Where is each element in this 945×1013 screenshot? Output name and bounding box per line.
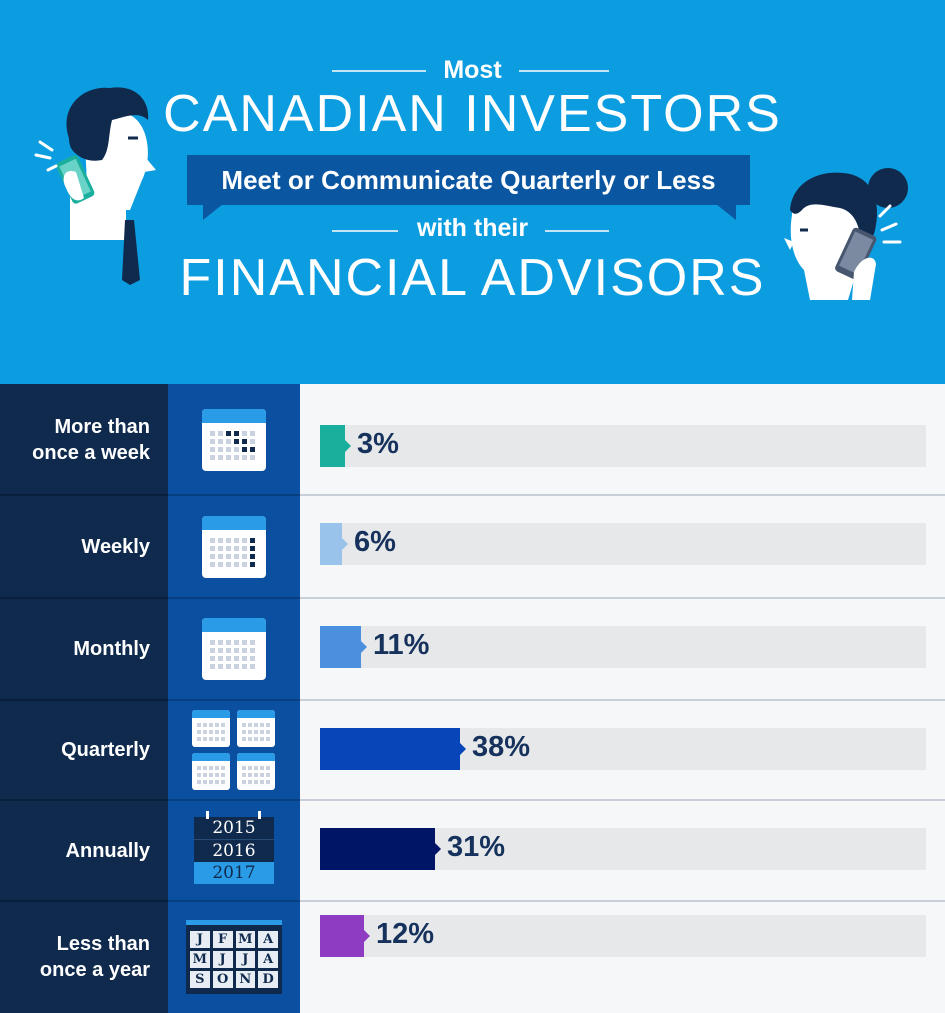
value-label: 12% [376,918,435,950]
frequency-chart: More than once a week [0,384,945,1013]
header-banner: Most CANADIAN INVESTORS Meet or Communic… [0,0,945,384]
bar-fill [320,915,364,957]
bar-notch [364,930,370,942]
value-label: 31% [447,831,506,863]
category-label: Annually [65,839,150,862]
bar-notch [342,538,348,550]
month-letter: F [212,931,233,948]
bar-track: 3% [320,425,926,467]
category-label: Quarterly [61,739,150,761]
bar-notch [460,743,466,755]
banner-tail-left [203,204,223,220]
category-label: Monthly [73,638,150,660]
calendar-monthly-icon [202,618,266,680]
bar-notch [361,641,367,653]
month-letter: M [190,951,210,968]
category-label: Less than once a year [39,933,150,981]
row-divider [300,900,945,902]
banner-tail-right [716,204,736,220]
month-letter: S [190,971,210,988]
title-with-their: with their [416,214,529,242]
month-letter: J [235,951,256,968]
row-divider [168,799,300,801]
month-letter: J [190,931,210,948]
value-label: 11% [373,629,430,661]
month-letter: O [212,971,233,988]
value-label: 3% [357,428,399,460]
row-divider [300,494,945,496]
title-banner: Meet or Communicate Quarterly or Less [187,155,750,205]
row-divider [0,699,168,701]
chart-row: Monthly 11% [0,598,945,700]
chart-row: Weekly 6% [0,495,945,598]
quarterly-calendars-icon [192,710,275,790]
title-financial-advisors: FINANCIAL ADVISORS [179,249,766,307]
title-canadian-investors: CANADIAN INVESTORS [163,85,782,143]
row-divider [300,699,945,701]
row-divider [300,799,945,801]
bar-track: 12% [320,915,926,957]
row-divider [0,597,168,599]
bar-track: 38% [320,728,926,770]
chart-row: Annually 2015 2016 2017 31% [0,800,945,901]
row-divider [168,900,300,902]
bar-fill [320,626,361,668]
value-label: 6% [354,526,396,558]
chart-row: Less than once a year J F M A M J J A S … [0,901,945,1013]
month-letter: A [258,931,278,948]
bar-fill [320,728,460,770]
row-divider [0,900,168,902]
bar-notch [435,843,441,855]
year-label: 2015 [194,817,274,839]
bar-fill [320,523,342,565]
bar-track: 31% [320,828,926,870]
calendar-weekly-icon [202,515,266,578]
bar-track: 11% [320,626,926,668]
year-label: 2016 [194,839,274,862]
yearly-calendar-icon: 2015 2016 2017 [194,811,274,884]
month-letter: A [258,951,278,968]
bar-track: 6% [320,523,926,565]
bar-notch [345,440,351,452]
subtitle-rule-right [545,230,609,232]
category-label: More than once a week [32,415,150,464]
woman-on-phone-illustration [784,168,908,300]
row-divider [0,494,168,496]
month-letter: D [258,971,278,988]
calendar-multiple-days-icon [202,408,266,471]
month-letter: N [235,971,256,988]
bar-fill [320,425,345,467]
row-divider [0,799,168,801]
row-divider [168,699,300,701]
chart-row: Quarterly [0,700,945,800]
month-letter: J [212,951,233,968]
month-letter: M [235,931,256,948]
subtitle-rule-left [332,230,398,232]
year-label: 2017 [194,862,274,884]
month-letters-icon: J F M A M J J A S O N D [186,920,282,994]
row-divider [168,494,300,496]
man-on-phone-illustration [34,87,156,285]
title-most: Most [443,56,502,84]
value-label: 38% [472,731,531,763]
chart-row: More than once a week [0,384,945,495]
row-divider [300,597,945,599]
category-label: Weekly [81,535,150,558]
row-divider [168,597,300,599]
title-rule-right [519,70,609,72]
title-rule-left [332,70,426,72]
bar-fill [320,828,435,870]
